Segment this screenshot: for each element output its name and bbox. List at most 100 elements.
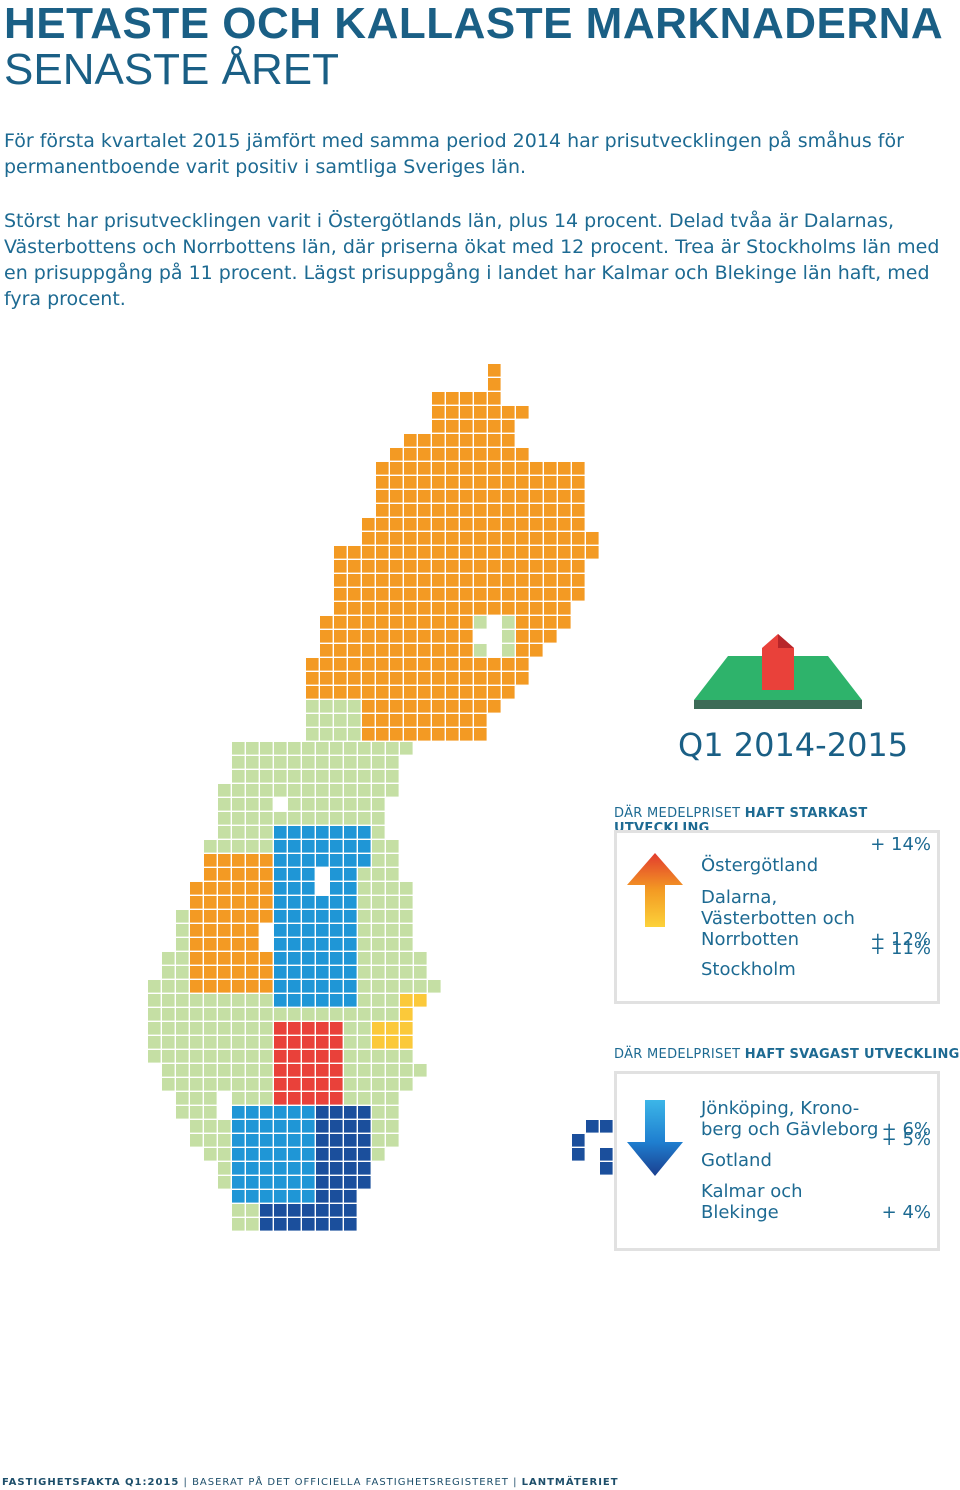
map-cell: [344, 1204, 357, 1217]
map-cell: [400, 994, 413, 1007]
map-cell: [344, 1036, 357, 1049]
map-cell: [404, 700, 417, 713]
map-cell: [376, 602, 389, 615]
map-cell: [306, 672, 319, 685]
map-cell: [446, 658, 459, 671]
map-cell: [390, 476, 403, 489]
map-cell: [316, 1176, 329, 1189]
map-cell: [516, 490, 529, 503]
map-cell: [530, 602, 543, 615]
map-cell: [446, 700, 459, 713]
map-cell: [162, 980, 175, 993]
map-cell: [474, 658, 487, 671]
map-cell: [358, 798, 371, 811]
map-cell: [344, 826, 357, 839]
map-cell: [330, 1050, 343, 1063]
map-cell: [204, 868, 217, 881]
map-cell: [260, 868, 273, 881]
map-cell: [404, 602, 417, 615]
map-cell: [320, 658, 333, 671]
map-cell: [306, 700, 319, 713]
map-cell: [372, 756, 385, 769]
map-cell: [320, 728, 333, 741]
map-cell: [302, 798, 315, 811]
map-cell: [400, 1050, 413, 1063]
map-cell: [344, 756, 357, 769]
map-cell: [232, 1204, 245, 1217]
map-cell: [316, 994, 329, 1007]
map-cell: [302, 994, 315, 1007]
map-cell: [316, 1022, 329, 1035]
map-cell: [302, 882, 315, 895]
map-cell: [460, 504, 473, 517]
map-cell: [432, 574, 445, 587]
map-cell: [320, 616, 333, 629]
map-cell: [330, 1078, 343, 1091]
map-cell: [404, 728, 417, 741]
weakest-heading: DÄR MEDELPRISET HAFT SVAGAST UTVECKLING: [614, 1047, 960, 1062]
map-cell: [386, 756, 399, 769]
map-cell: [316, 770, 329, 783]
map-cell: [288, 1036, 301, 1049]
map-cell: [390, 574, 403, 587]
map-cell: [260, 1008, 273, 1021]
map-cell: [418, 560, 431, 573]
map-cell: [376, 462, 389, 475]
map-cell: [488, 378, 501, 391]
map-cell: [190, 882, 203, 895]
map-cell: [288, 1092, 301, 1105]
strongest-box: Östergötland + 14% Dalarna, Västerbotten …: [614, 830, 940, 1004]
map-cell: [218, 1148, 231, 1161]
map-cell: [390, 490, 403, 503]
map-cell: [446, 714, 459, 727]
map-cell: [460, 406, 473, 419]
map-cell: [404, 546, 417, 559]
map-cell: [404, 518, 417, 531]
map-cell: [260, 1134, 273, 1147]
map-cell: [446, 420, 459, 433]
map-cell: [372, 798, 385, 811]
map-cell: [460, 672, 473, 685]
map-cell: [432, 714, 445, 727]
map-cell: [386, 770, 399, 783]
map-cell: [400, 966, 413, 979]
map-cell: [362, 616, 375, 629]
map-cell: [386, 994, 399, 1007]
map-cell: [418, 518, 431, 531]
map-cell: [348, 616, 361, 629]
map-cell: [316, 1120, 329, 1133]
map-cell: [372, 952, 385, 965]
map-cell: [460, 588, 473, 601]
map-cell: [316, 1036, 329, 1049]
map-cell: [390, 560, 403, 573]
map-cell: [530, 504, 543, 517]
map-cell: [344, 854, 357, 867]
map-cell: [348, 630, 361, 643]
map-cell: [358, 882, 371, 895]
map-cell: [344, 1120, 357, 1133]
map-cell: [176, 1106, 189, 1119]
map-cell: [344, 1106, 357, 1119]
map-cell: [400, 742, 413, 755]
map-cell: [288, 994, 301, 1007]
map-cell: [176, 966, 189, 979]
map-cell: [502, 672, 515, 685]
map-cell: [358, 980, 371, 993]
map-cell: [218, 798, 231, 811]
map-cell: [358, 924, 371, 937]
map-cell: [316, 1078, 329, 1091]
map-cell: [362, 658, 375, 671]
map-cell: [334, 546, 347, 559]
map-cell: [432, 532, 445, 545]
map-cell: [446, 574, 459, 587]
map-cell: [274, 1050, 287, 1063]
map-cell: [246, 1022, 259, 1035]
map-cell: [204, 924, 217, 937]
map-cell: [334, 714, 347, 727]
map-cell: [362, 728, 375, 741]
map-cell: [344, 1078, 357, 1091]
map-cell: [446, 462, 459, 475]
map-cell: [386, 966, 399, 979]
map-cell: [544, 546, 557, 559]
map-cell: [502, 448, 515, 461]
